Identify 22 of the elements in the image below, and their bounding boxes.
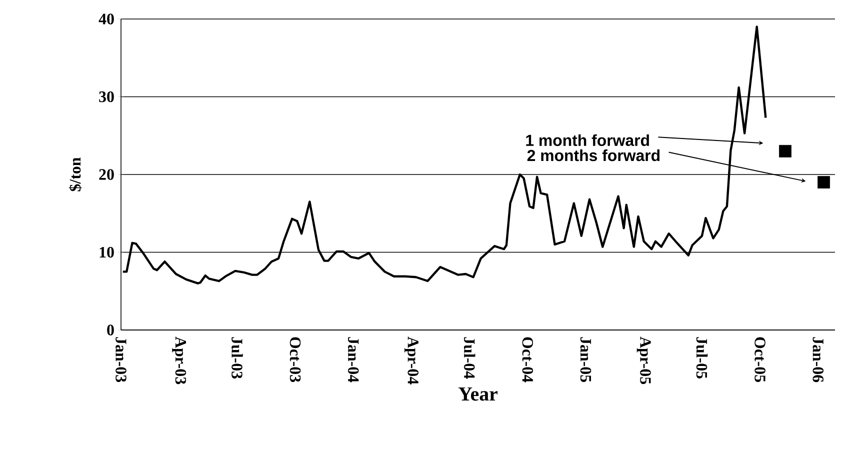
x-tick-label: Apr-04 <box>404 336 418 384</box>
x-tick-label: Jul-04 <box>464 337 476 379</box>
x-axis-title: Year <box>458 387 498 401</box>
y-tick-label: 20 <box>99 169 114 180</box>
y-axis-title: $/ton <box>68 157 82 192</box>
annotation: 2 months forward <box>527 149 660 162</box>
x-tick-label: Jul-03 <box>232 337 243 378</box>
x-tick-label: Jan-06 <box>812 337 824 382</box>
x-tick-label: Jan-04 <box>348 337 359 382</box>
y-tick-label: 40 <box>98 14 114 24</box>
x-tick-label: Oct-05 <box>754 337 766 382</box>
x-tick-label: Oct-04 <box>522 337 534 382</box>
y-tick-label: 0 <box>107 324 114 336</box>
y-tick-label: 10 <box>100 246 114 258</box>
x-tick-label: Jul-05 <box>696 337 708 378</box>
x-tick-label: Apr-05 <box>636 336 651 384</box>
x-tick-label: Jan-03 <box>116 337 126 382</box>
y-tick-label: 30 <box>99 91 114 102</box>
x-tick-label: Jan-05 <box>580 337 592 382</box>
x-tick-label: Apr-03 <box>172 336 186 384</box>
x-tick-label: Oct-03 <box>290 337 301 382</box>
annotation: 1 month forward <box>526 134 649 146</box>
